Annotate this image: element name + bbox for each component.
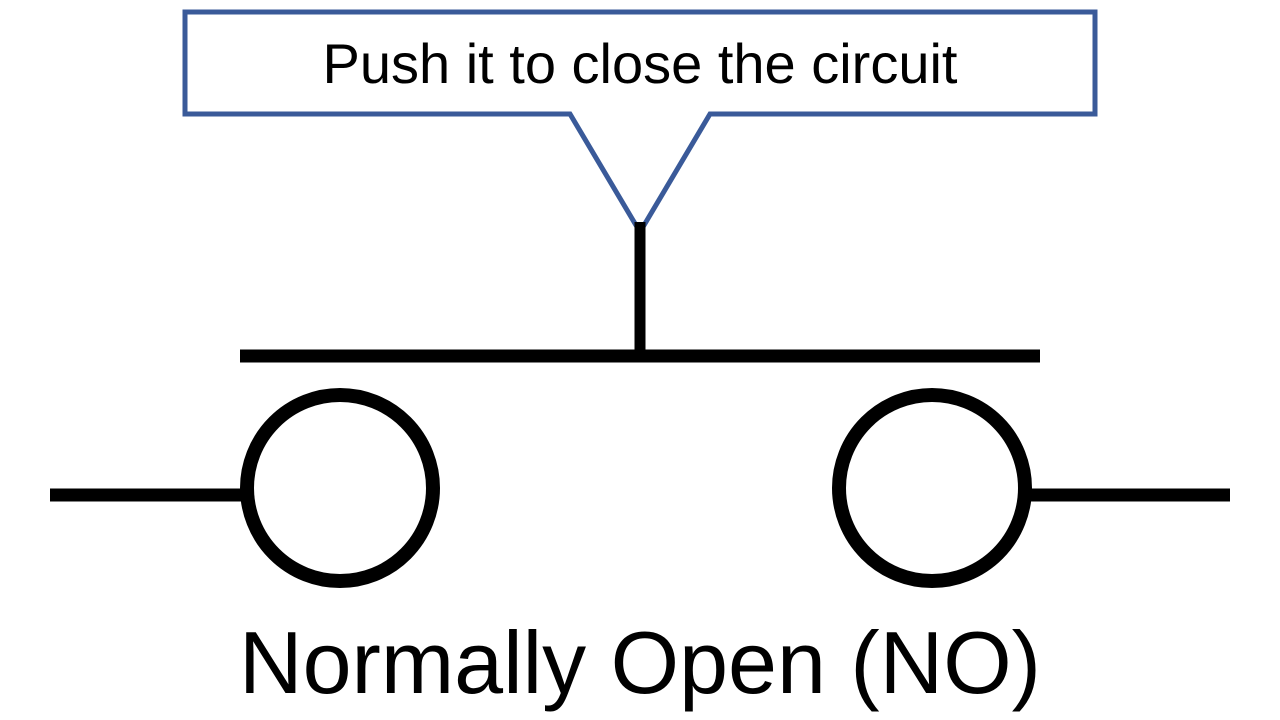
diagram-caption: Normally Open (NO) bbox=[239, 613, 1041, 712]
left-terminal bbox=[240, 388, 440, 588]
callout-label: Push it to close the circuit bbox=[322, 31, 958, 95]
callout-bubble bbox=[182, 9, 1098, 237]
right-terminal bbox=[832, 388, 1032, 588]
